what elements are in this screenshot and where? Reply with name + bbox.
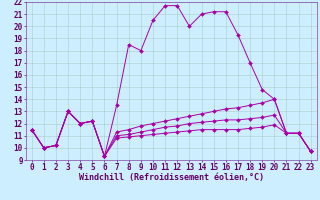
X-axis label: Windchill (Refroidissement éolien,°C): Windchill (Refroidissement éolien,°C) xyxy=(79,173,264,182)
